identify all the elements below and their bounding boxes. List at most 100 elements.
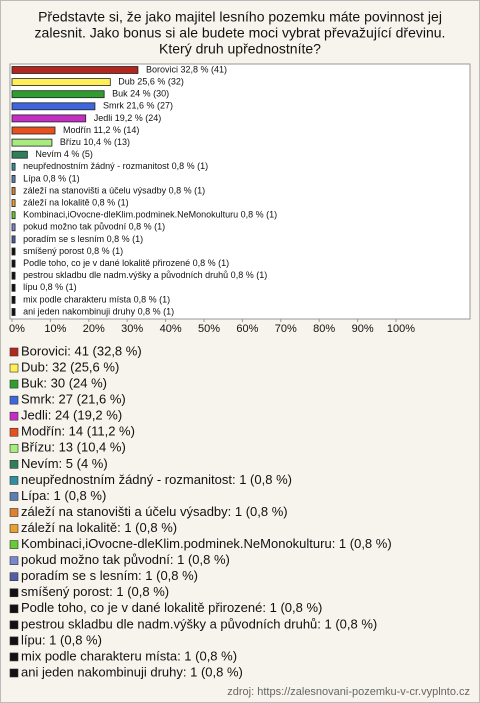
bar-label: lípu 0,8 % (1) xyxy=(23,282,77,292)
legend-swatch xyxy=(9,572,19,582)
legend-label: ani jeden nakombinuji druhy: 1 (0,8 %) xyxy=(21,664,243,679)
bar-label: záleží na lokalitě 0,8 % (1) xyxy=(23,197,129,207)
bar-label: mix podle charakteru místa 0,8 % (1) xyxy=(23,294,170,304)
legend-swatch xyxy=(9,604,19,614)
legend-label: Kombinaci,iOvocne-dleKlim.podminek.NeMon… xyxy=(21,536,392,551)
legend-swatch xyxy=(9,347,19,357)
x-tick-label: 100% xyxy=(387,323,415,335)
legend-label: Modřín: 14 (11,2 %) xyxy=(21,424,135,439)
bar xyxy=(11,138,53,147)
bar xyxy=(11,283,16,292)
bar xyxy=(11,66,139,74)
bar xyxy=(11,235,16,244)
bar-label: Smrk 21,6 % (27) xyxy=(103,101,173,111)
legend-swatch xyxy=(9,556,19,565)
bar-label: Borovici 32,8 % (41) xyxy=(146,64,227,74)
x-tick-label: 30% xyxy=(121,323,143,335)
bar-label: Nevím 4 % (5) xyxy=(35,149,93,159)
bar xyxy=(11,259,16,268)
bar xyxy=(11,199,16,208)
x-tick-label: 10% xyxy=(44,323,66,335)
bar xyxy=(11,187,16,195)
legend-swatch xyxy=(9,363,19,373)
chart-title: Představte si, že jako majitel lesního p… xyxy=(38,9,442,25)
legend-label: Smrk: 27 (21,6 %) xyxy=(21,392,126,407)
x-tick-label: 60% xyxy=(236,323,258,335)
legend-swatch xyxy=(9,395,19,405)
x-tick-label: 40% xyxy=(160,323,182,335)
bar xyxy=(11,308,16,316)
bar xyxy=(11,126,56,135)
legend-label: Jedli: 24 (19,2 %) xyxy=(21,408,122,423)
x-tick-label: 70% xyxy=(275,323,297,335)
legend-label: smíšený porost: 1 (0,8 %) xyxy=(21,584,169,599)
bar xyxy=(11,247,16,256)
chart-title: zalesnit. Jako bonus si ale budete moci … xyxy=(35,25,446,41)
legend-swatch xyxy=(9,411,19,421)
bar xyxy=(11,150,28,159)
bar-label: Modřín 11,2 % (14) xyxy=(63,125,139,135)
legend-swatch xyxy=(9,476,19,485)
x-tick-label: 50% xyxy=(198,323,220,335)
legend-swatch xyxy=(9,540,19,549)
legend-swatch xyxy=(9,508,19,517)
legend-label: Borovici: 41 (32,8 %) xyxy=(21,343,142,358)
bar-label: smíšený porost 0,8 % (1) xyxy=(23,246,123,256)
bar xyxy=(11,162,16,171)
legend-label: pokud možno tak původní: 1 (0,8 %) xyxy=(21,552,230,567)
legend-label: záleží na lokalitě: 1 (0,8 %) xyxy=(21,520,177,535)
bar xyxy=(11,114,87,123)
bar xyxy=(11,90,105,99)
bar-label: pestrou skladbu dle nadm.výšky a původní… xyxy=(23,270,267,280)
bar-label: Dub 25,6 % (32) xyxy=(118,76,184,86)
legend-label: poradím se s lesním: 1 (0,8 %) xyxy=(21,568,198,583)
legend-label: záleží na stanovišti a účelu výsadby: 1 … xyxy=(21,504,288,519)
bar xyxy=(11,211,16,220)
legend-swatch xyxy=(9,460,19,469)
bar-label: ani jeden nakombinuji druhy 0,8 % (1) xyxy=(23,306,174,316)
legend-swatch xyxy=(9,588,19,598)
bar xyxy=(11,271,16,280)
legend-label: lípu: 1 (0,8 %) xyxy=(21,632,102,647)
x-tick-label: 20% xyxy=(83,323,105,335)
legend-swatch xyxy=(9,620,19,630)
bar xyxy=(11,78,111,86)
bar-label: Lípa 0,8 % (1) xyxy=(23,173,80,183)
legend-label: Podle toho, co je v dané lokalitě přiroz… xyxy=(21,600,322,615)
bar-label: záleží na stanovišti a účelu výsadby 0,8… xyxy=(23,185,205,195)
legend-swatch xyxy=(9,492,19,501)
bar-label: Buk 24 % (30) xyxy=(112,89,169,99)
legend-label: Břízu: 13 (10,4 %) xyxy=(21,440,126,455)
legend-swatch xyxy=(9,652,19,662)
legend-swatch xyxy=(9,427,19,437)
bar xyxy=(11,174,16,183)
bar-label: Břízu 10,4 % (13) xyxy=(60,137,130,147)
legend-label: Buk: 30 (24 %) xyxy=(21,376,107,391)
legend-swatch xyxy=(9,524,19,533)
bar xyxy=(11,295,16,304)
bar xyxy=(11,223,16,232)
bar-label: pokud možno tak původní 0,8 % (1) xyxy=(23,222,165,232)
source: zdroj: https://zalesnovani-pozemku-v-cr.… xyxy=(227,686,470,698)
x-tick-label: 0% xyxy=(9,323,25,335)
legend-swatch xyxy=(9,636,19,646)
legend-label: Nevím: 5 (4 %) xyxy=(21,456,108,471)
x-tick-label: 80% xyxy=(313,323,335,335)
legend-label: pestrou skladbu dle nadm.výšky a původní… xyxy=(21,616,377,631)
legend-label: Dub: 32 (25,6 %) xyxy=(21,359,119,374)
bar-label: poradím se s lesním 0,8 % (1) xyxy=(23,234,143,244)
x-tick-label: 90% xyxy=(352,323,374,335)
legend-swatch xyxy=(9,668,19,678)
bar-label: Jedli 19,2 % (24) xyxy=(94,113,162,123)
legend-label: Lípa: 1 (0,8 %) xyxy=(21,488,106,503)
legend-swatch xyxy=(9,443,19,453)
bar xyxy=(11,102,96,111)
bar-label: Kombinaci,iOvocne-dleKlim.podminek.NeMon… xyxy=(23,210,277,220)
bar-label: Podle toho, co je v dané lokalitě přiroz… xyxy=(23,258,229,268)
bar-label: neupřednostním žádný - rozmanitost 0,8 %… xyxy=(23,161,208,171)
legend-swatch xyxy=(9,379,19,389)
legend-label: neupřednostním žádný - rozmanitost: 1 (0… xyxy=(21,472,292,487)
legend-label: mix podle charakteru místa: 1 (0,8 %) xyxy=(21,648,237,663)
